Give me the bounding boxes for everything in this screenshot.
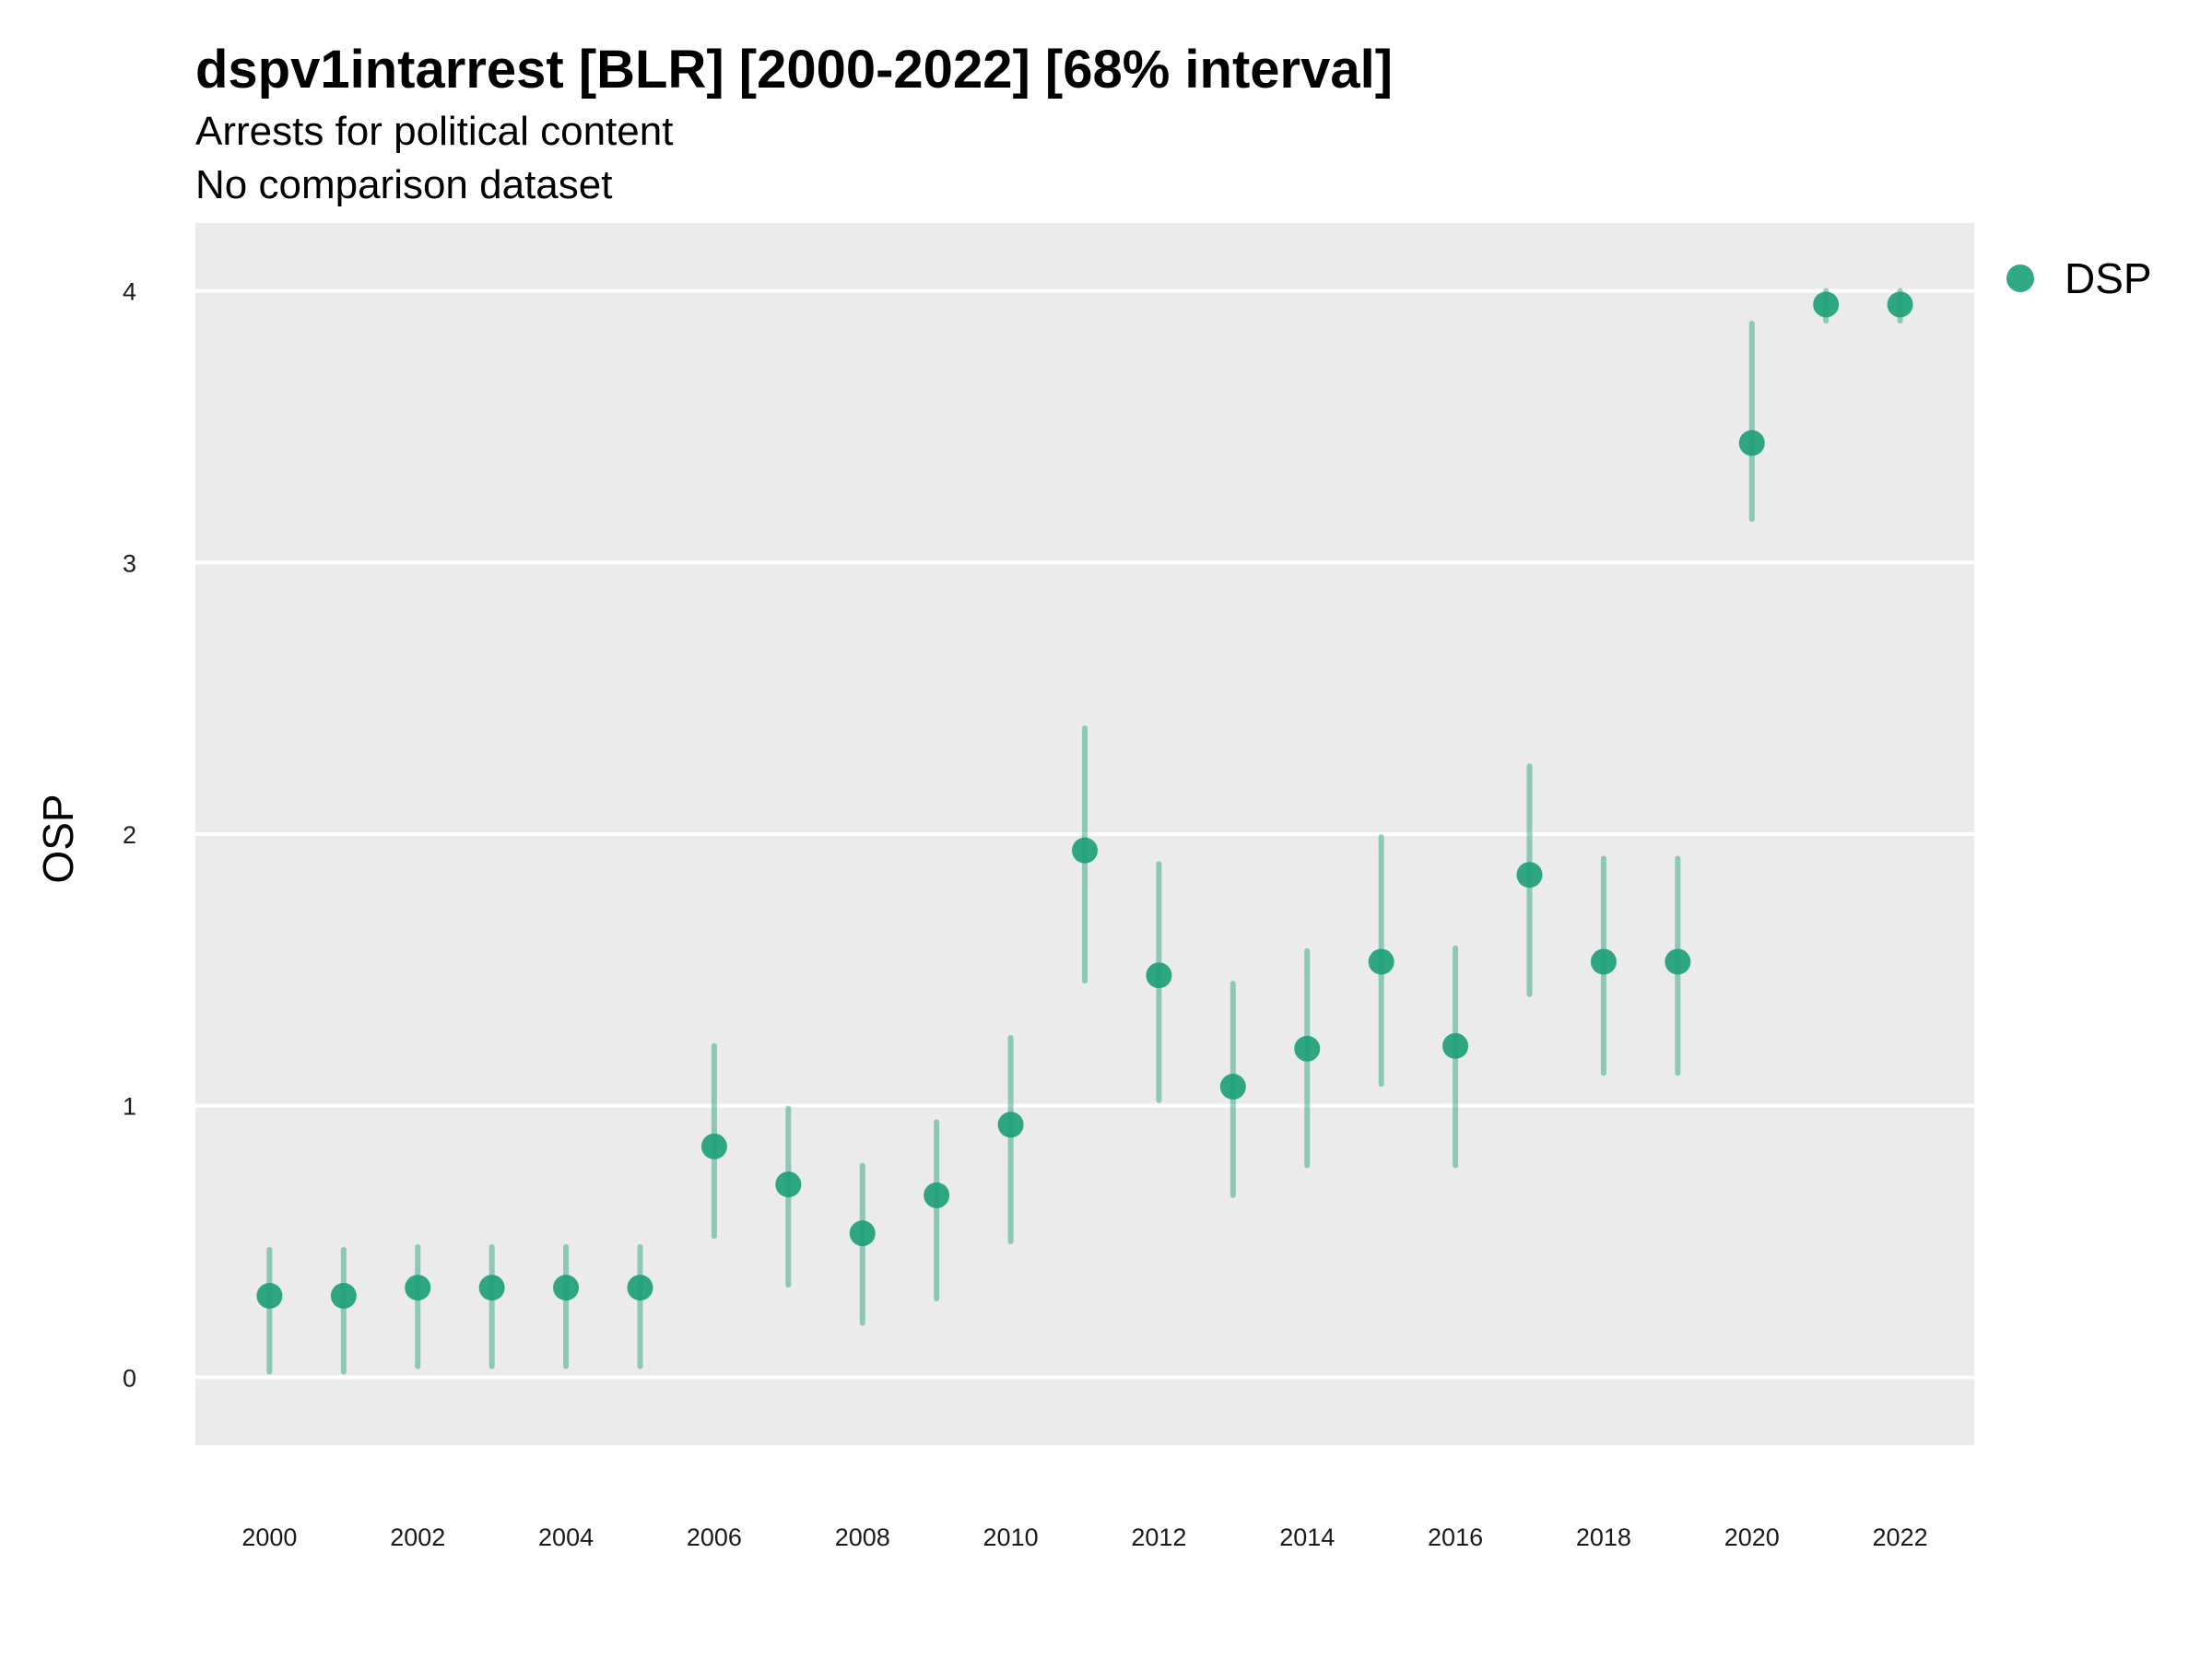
x-tick-label: 2006: [687, 1524, 742, 1551]
data-point: [1294, 1035, 1321, 1062]
x-axis-ticks: 2000 2002 2004 2006 2008 2010 2012 2014 2016 2018…: [241, 1524, 1927, 1551]
legend-dsp-marker: [2006, 265, 2034, 292]
x-tick-label: 2016: [1428, 1524, 1483, 1551]
y-tick-label: 4: [123, 278, 136, 306]
data-point: [1665, 948, 1691, 975]
data-point: [256, 1282, 283, 1309]
y-axis-label: OSP: [34, 794, 82, 883]
data-point: [405, 1275, 431, 1301]
y-axis-ticks: 0 1 2 3 4: [123, 278, 136, 1393]
data-point: [1072, 837, 1098, 864]
data-point: [849, 1220, 876, 1247]
data-point: [1738, 429, 1765, 456]
data-point: [997, 1112, 1024, 1138]
x-tick-label: 2000: [241, 1524, 297, 1551]
data-point: [700, 1133, 727, 1159]
data-point: [1442, 1032, 1469, 1059]
y-tick-label: 3: [123, 549, 136, 577]
data-point: [1590, 948, 1617, 975]
y-tick-label: 0: [123, 1364, 136, 1392]
x-tick-label: 2004: [538, 1524, 594, 1551]
x-tick-label: 2002: [390, 1524, 445, 1551]
x-tick-label: 2020: [1724, 1524, 1780, 1551]
data-points: [256, 291, 1913, 1309]
data-point: [775, 1171, 802, 1198]
chart-subtitle-2: No comparison dataset: [195, 162, 612, 207]
data-point: [1146, 962, 1172, 989]
x-tick-label: 2010: [983, 1524, 1039, 1551]
y-tick-label: 1: [123, 1093, 136, 1121]
data-point: [1368, 948, 1394, 975]
data-point: [1887, 291, 1913, 318]
data-point: [627, 1275, 653, 1301]
data-point: [924, 1182, 950, 1208]
x-tick-label: 2022: [1873, 1524, 1928, 1551]
data-point: [330, 1282, 357, 1309]
y-tick-label: 2: [123, 821, 136, 849]
data-point: [1219, 1074, 1246, 1100]
data-point: [1813, 291, 1840, 318]
x-tick-label: 2014: [1279, 1524, 1335, 1551]
x-tick-label: 2012: [1131, 1524, 1186, 1551]
x-tick-label: 2008: [835, 1524, 890, 1551]
data-point: [478, 1275, 505, 1301]
data-point: [553, 1275, 580, 1301]
x-tick-label: 2018: [1576, 1524, 1631, 1551]
data-point: [1516, 862, 1543, 888]
grid-lines: [195, 288, 1974, 1380]
chart-subtitle-1: Arrests for political content: [195, 109, 673, 154]
legend: DSP: [2006, 254, 2152, 302]
legend-dsp-label: DSP: [2065, 254, 2152, 302]
chart-title: dspv1intarrest [BLR] [2000-2022] [68% in…: [195, 40, 1393, 100]
